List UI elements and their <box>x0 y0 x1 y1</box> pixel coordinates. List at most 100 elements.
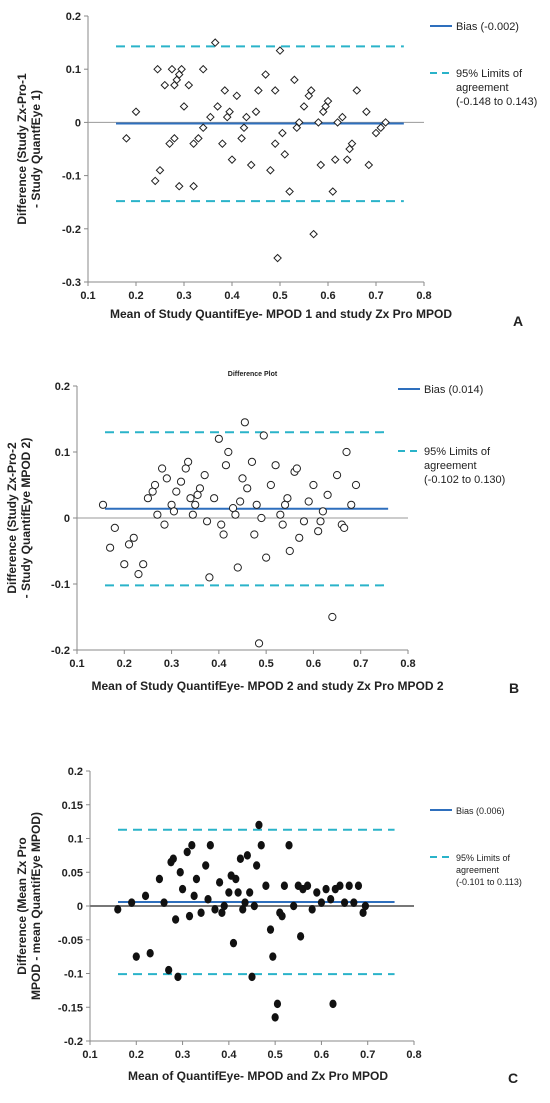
data-point <box>347 139 357 148</box>
data-point <box>328 187 338 196</box>
data-point <box>280 881 288 890</box>
data-point <box>323 96 333 106</box>
legend-bias-label: Bias (-0.002) <box>456 21 519 33</box>
data-point <box>186 494 195 503</box>
y-tick-label: -0.2 <box>62 224 81 236</box>
x-axis-label: Mean of Study QuantifEye- MPOD 2 and stu… <box>91 679 443 693</box>
y-tick-label: -0.1 <box>62 171 81 183</box>
data-point <box>290 75 299 85</box>
data-point <box>224 447 233 457</box>
data-point <box>124 540 134 549</box>
data-point <box>170 134 179 143</box>
data-point <box>308 905 316 914</box>
legend-bias-label: Bias (0.014) <box>424 384 483 396</box>
data-point <box>200 471 209 480</box>
data-point <box>247 457 257 466</box>
data-point <box>220 86 230 95</box>
data-point <box>285 841 293 850</box>
data-point <box>352 86 362 95</box>
x-axis-label: Mean of Study QuantifEye- MPOD 1 and stu… <box>110 307 452 321</box>
data-point <box>174 972 182 982</box>
y-axis-label: Difference (Study Zx-Pro-2- Study Quanti… <box>5 438 33 599</box>
legend-loa-label: (-0.101 to 0.113) <box>456 877 522 887</box>
data-point <box>211 905 219 914</box>
data-point <box>155 874 164 884</box>
data-point <box>206 112 215 122</box>
data-point <box>306 86 316 95</box>
x-tick-label: 0.4 <box>221 1049 237 1061</box>
x-tick-label: 0.4 <box>224 290 240 302</box>
data-point <box>220 901 228 911</box>
data-point <box>275 46 285 55</box>
data-point <box>150 176 160 186</box>
data-point <box>205 573 214 582</box>
data-point <box>345 881 353 890</box>
data-point <box>381 118 390 127</box>
legend-loa-label: 95% Limits of <box>456 68 523 80</box>
data-point <box>266 165 275 175</box>
data-point <box>169 507 179 516</box>
y-tick-label: 0.2 <box>55 381 70 393</box>
data-point <box>131 107 141 117</box>
data-point <box>179 102 189 111</box>
data-point <box>314 118 323 127</box>
panel-letter: C <box>508 1070 518 1086</box>
data-point <box>225 888 233 897</box>
x-tick-label: 0.1 <box>80 290 95 302</box>
data-point <box>295 533 304 542</box>
data-point <box>106 543 115 552</box>
data-point <box>297 932 305 941</box>
data-point <box>183 847 191 857</box>
data-point <box>313 888 321 897</box>
data-point <box>227 155 237 164</box>
y-axis-label: Difference (Study Zx-Pro-1- Study Quantf… <box>15 73 43 225</box>
data-point <box>172 487 181 496</box>
data-point <box>225 107 234 117</box>
y-tick-label: -0.2 <box>64 1036 83 1048</box>
y-tick-label: -0.2 <box>51 645 70 657</box>
data-point <box>278 520 287 529</box>
data-point <box>165 965 173 975</box>
data-point <box>285 187 294 196</box>
data-point <box>262 881 270 890</box>
data-point <box>98 500 108 509</box>
legend-loa-label: (-0.102 to 0.130) <box>424 474 505 486</box>
panel-letter: A <box>513 313 523 329</box>
y-tick-label: 0.15 <box>62 800 83 812</box>
data-point <box>359 908 367 917</box>
data-point <box>266 480 275 490</box>
data-point <box>190 891 198 901</box>
data-point <box>143 494 153 503</box>
data-point <box>188 510 197 519</box>
x-tick-label: 0.6 <box>320 290 335 302</box>
data-point <box>155 165 165 175</box>
data-point <box>202 517 212 526</box>
data-point <box>178 884 187 894</box>
data-point <box>254 86 263 95</box>
x-tick-label: 0.3 <box>175 1049 190 1061</box>
data-point <box>141 891 150 901</box>
data-point <box>192 874 201 884</box>
x-axis-label: Mean of QuantifEye- MPOD and Zx Pro MPOD <box>128 1069 388 1083</box>
legend-bias-label: Bias (0.006) <box>456 806 505 816</box>
data-point <box>362 107 371 117</box>
data-point <box>253 861 261 870</box>
data-point <box>261 70 270 79</box>
data-point <box>273 253 282 263</box>
x-tick-label: 0.3 <box>164 658 179 670</box>
data-point <box>330 155 340 164</box>
data-point <box>210 38 220 47</box>
legend-loa-label: 95% Limits of <box>424 446 491 458</box>
data-point <box>278 128 287 138</box>
data-point <box>273 999 282 1009</box>
legend: Bias (0.014) 95% Limits of agreement (-0.10… <box>398 384 505 486</box>
data-point <box>120 560 129 569</box>
data-point <box>214 434 223 443</box>
data-point <box>241 898 249 907</box>
data-point <box>262 553 271 562</box>
x-tick-label: 0.2 <box>117 658 132 670</box>
legend-loa-label: agreement <box>456 865 500 875</box>
data-point <box>129 533 138 542</box>
data-point <box>257 841 265 850</box>
data-point <box>270 86 280 95</box>
